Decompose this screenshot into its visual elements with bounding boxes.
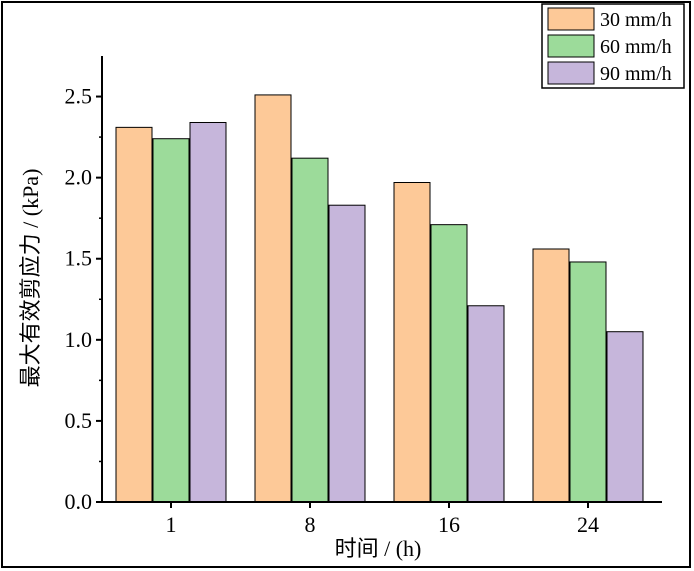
x-tick-label: 24 (577, 512, 599, 537)
bar-3-1 (189, 121, 227, 503)
bar-3-8 (328, 204, 366, 503)
y-tick-label: 0.5 (65, 408, 93, 433)
legend-swatch-1 (547, 7, 595, 31)
bar-2-24 (569, 261, 607, 503)
y-tick-label: 1.0 (65, 327, 93, 352)
legend-label-2: 60 mm/h (600, 36, 672, 58)
axes-group (101, 56, 662, 503)
x-tick-label: 16 (438, 512, 460, 537)
legend-label-1: 30 mm/h (600, 9, 672, 31)
legend: 30 mm/h 60 mm/h 90 mm/h (541, 3, 685, 89)
y-tick-label: 2.0 (65, 165, 93, 190)
bar-1-24 (532, 248, 570, 503)
bar-3-16 (467, 305, 505, 503)
y-tick-label: 2.5 (65, 84, 93, 109)
x-ticks-group: 1 8 16 24 (166, 502, 599, 537)
legend-swatch-3 (547, 61, 595, 85)
y-tick-label: 0.0 (65, 489, 93, 514)
legend-swatch-2 (547, 34, 595, 58)
bar-1-16 (393, 182, 431, 503)
y-ticks-group: 0.0 0.5 1.0 1.5 2.0 2.5 (65, 84, 102, 514)
bar-3-24 (606, 331, 644, 503)
bar-2-1 (152, 138, 190, 503)
bar-2-8 (291, 157, 329, 503)
x-axis-title: 时间 / (h) (335, 536, 422, 561)
bars-group (115, 94, 644, 503)
legend-label-3: 90 mm/h (600, 63, 672, 85)
bar-1-8 (254, 94, 292, 503)
y-tick-label: 1.5 (65, 246, 93, 271)
bar-2-16 (430, 224, 468, 503)
x-tick-label: 1 (166, 512, 177, 537)
y-axis-title: 最大有效剪应力 / (kPa) (18, 169, 43, 388)
bar-1-1 (115, 126, 153, 503)
x-tick-label: 8 (305, 512, 316, 537)
